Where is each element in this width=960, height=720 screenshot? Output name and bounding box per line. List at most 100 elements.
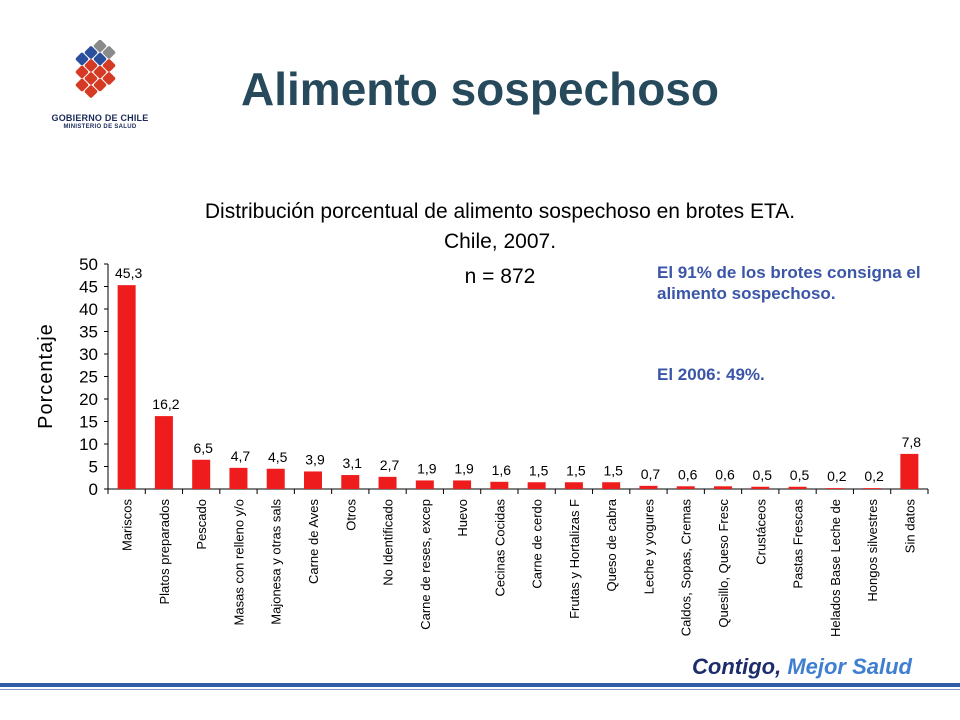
bar <box>527 482 546 489</box>
bar-value-label: 0,5 <box>790 467 810 483</box>
bar-value-label: 0,6 <box>678 466 698 482</box>
slogan-part1: Contigo, <box>692 654 788 679</box>
y-tick-label: 35 <box>79 323 98 342</box>
category-label: Mariscos <box>120 499 135 552</box>
logo-square <box>84 59 98 72</box>
bar <box>751 486 770 489</box>
logo-line2: MINISTERIO DE SALUD <box>63 124 137 130</box>
bar <box>825 488 844 489</box>
logo-line1: GOBIERNO DE CHILE <box>51 113 149 123</box>
logo-square <box>102 46 116 59</box>
bar <box>900 453 919 489</box>
bar-value-label: 0,6 <box>715 466 735 482</box>
bar <box>192 459 211 489</box>
category-label: Caldos, Sopas, Cremas <box>679 499 694 637</box>
footer-slogan: Contigo, Mejor Salud <box>692 654 912 680</box>
category-label: Cecinas Cocidas <box>492 499 507 597</box>
bar-value-label: 6,5 <box>193 440 213 456</box>
logo-square <box>102 59 116 72</box>
category-label: No Identificado <box>381 499 396 586</box>
bar-value-label: 1,9 <box>454 460 474 476</box>
category-label: Crustáceos <box>753 499 768 565</box>
bar <box>639 485 658 489</box>
category-label: Majonesa y otras sals <box>269 499 284 625</box>
logo-square <box>93 40 107 53</box>
bar-value-label: 0,2 <box>827 468 847 484</box>
logo-square <box>84 85 98 98</box>
bar-value-label: 0,7 <box>641 466 661 482</box>
category-label: Carne de Aves <box>306 499 321 585</box>
category-label: Hongos silvestres <box>865 499 880 602</box>
category-label: Frutas y Hortalizas F <box>567 499 582 619</box>
category-label: Huevo <box>455 499 470 537</box>
bar <box>154 416 173 489</box>
chart-title-line2: Chile, 2007. <box>443 230 557 253</box>
bar <box>676 486 695 489</box>
bar <box>453 480 472 489</box>
category-label: Quesillo, Queso Fresc <box>716 499 731 628</box>
bar <box>341 475 360 489</box>
category-label: Masas con relleno y/o <box>231 499 246 625</box>
category-label: Pastas Frescas <box>791 499 806 589</box>
bar-value-label: 0,5 <box>753 467 773 483</box>
bar <box>378 476 397 489</box>
bar <box>863 488 882 489</box>
bar-value-label: 3,1 <box>343 455 363 471</box>
logo-square <box>75 78 89 92</box>
category-label: Leche y yogures <box>641 499 656 595</box>
y-tick-label: 10 <box>79 435 98 454</box>
y-tick-label: 45 <box>79 278 98 297</box>
bar <box>266 468 285 489</box>
bar <box>788 486 807 489</box>
logo-square <box>93 65 107 79</box>
bar <box>490 481 509 489</box>
bar <box>117 285 136 489</box>
bar-value-label: 1,6 <box>492 462 512 478</box>
y-tick-label: 50 <box>79 255 98 274</box>
bar <box>415 480 434 489</box>
footer-bar <box>0 683 960 687</box>
bar-value-label: 2,7 <box>380 457 400 473</box>
bar-value-label: 0,2 <box>864 468 884 484</box>
page-title: Alimento sospechoso <box>241 63 719 115</box>
chart-subtitle: n = 872 <box>464 265 536 288</box>
note-line1: El 91% de los brotes consigna el aliment… <box>657 263 921 304</box>
bar-value-label: 45,3 <box>115 265 142 281</box>
bar-value-label: 4,7 <box>231 448 251 464</box>
bar-value-label: 1,9 <box>417 460 437 476</box>
logo-square <box>102 72 116 85</box>
category-label: Queso de cabra <box>604 498 619 591</box>
footer-bar-thin <box>0 689 960 690</box>
bar <box>304 471 322 489</box>
bar-value-label: 1,5 <box>603 462 623 478</box>
bar <box>229 467 248 489</box>
category-label: Platos preparados <box>157 499 172 605</box>
category-label: Pescado <box>194 499 209 550</box>
logo-square <box>75 52 89 66</box>
logo-square <box>84 72 98 85</box>
bar-value-label: 7,8 <box>902 434 922 450</box>
bar-value-label: 1,5 <box>529 462 549 478</box>
bar-value-label: 1,5 <box>566 462 586 478</box>
slogan-part2: Mejor Salud <box>787 654 912 679</box>
y-tick-label: 25 <box>79 368 98 387</box>
y-axis-label: Porcentaje <box>35 323 57 429</box>
y-tick-label: 0 <box>89 480 98 499</box>
logo-square <box>84 46 98 59</box>
y-tick-label: 15 <box>79 413 98 432</box>
government-logo-icon <box>75 40 116 98</box>
bar-value-label: 4,5 <box>268 449 288 465</box>
y-tick-label: 5 <box>89 458 98 477</box>
y-tick-label: 30 <box>79 345 98 364</box>
logo: GOBIERNO DE CHILE MINISTERIO DE SALUD <box>40 40 160 130</box>
category-label: Carne de reses, excep <box>418 499 433 630</box>
chart-title-line1: Distribución porcentual de alimento sosp… <box>204 200 796 223</box>
y-tick-label: 40 <box>79 300 98 319</box>
category-label: Helados Base Leche de <box>828 499 843 637</box>
bar-value-label: 16,2 <box>152 396 179 412</box>
bar <box>714 486 732 489</box>
bar-chart: 0 5 10 15 20 25 30 35 40 45 50 Porcentaje 45,3 Maris… <box>35 255 929 637</box>
logo-square <box>93 52 107 66</box>
bar <box>602 482 621 489</box>
category-label: Carne de cerdo <box>530 499 545 589</box>
